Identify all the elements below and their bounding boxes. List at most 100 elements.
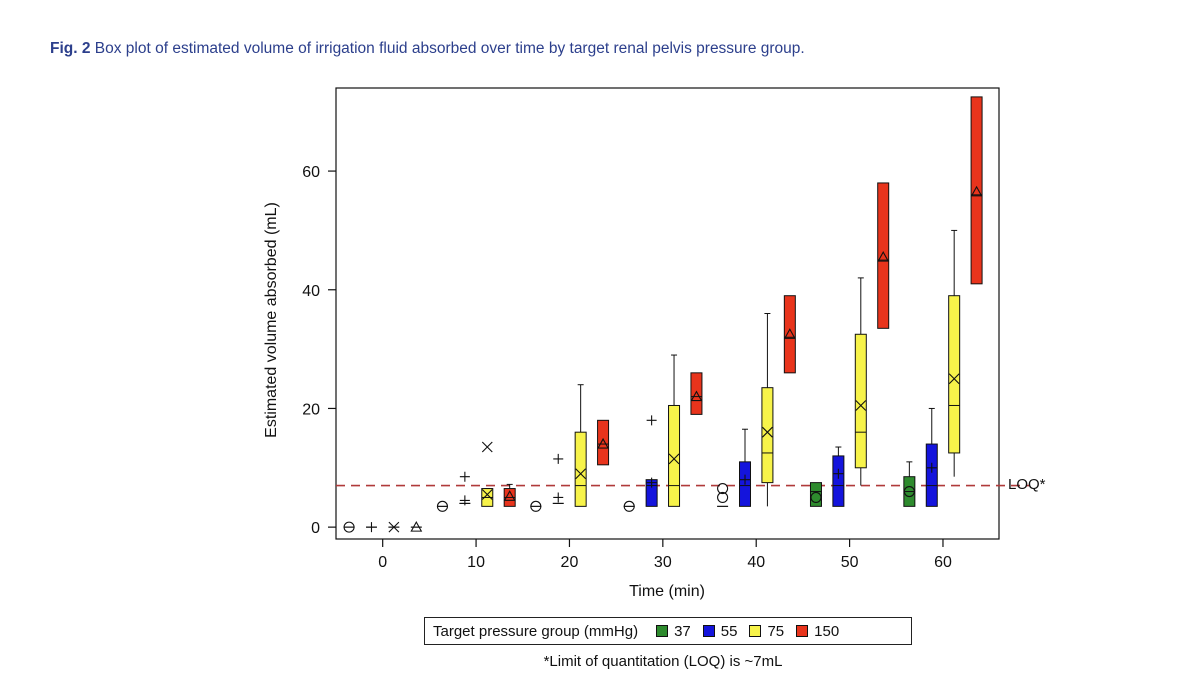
box-150-t40-iqr [783,295,796,374]
box-150-t30 [690,372,703,415]
box-75-t30-mean-marker [668,453,680,465]
x-tick-label-20: 20 [561,554,579,571]
box-plot-chart: 0 20 40 60 0 10 20 30 40 50 60 Time (min) Estimate… [263,87,1046,600]
box-75-t0-mean-marker [388,521,400,533]
legend-label-150: 150 [814,622,840,640]
box-75-t50 [854,277,867,486]
box-150-t60 [970,96,983,285]
box-37-t20 [530,500,542,512]
box-75-t30 [668,354,681,507]
box-75-t60 [948,229,961,477]
box-75-t10-outlier-0 [481,441,493,453]
box-150-t50-mean-marker [877,250,890,262]
box-55-t20-outlier-0 [553,453,564,464]
box-150-t50 [877,182,890,329]
box-75-t40-mean-marker [762,426,773,438]
box-150-t0 [410,520,423,532]
x-tick-label-10: 10 [467,554,485,571]
box-150-t10-mean-marker [503,490,516,501]
box-55-t10 [459,471,471,506]
x-tick-label-0: 0 [378,554,387,571]
box-55-t20-mean-marker [553,492,564,503]
box-75-t40 [761,313,774,507]
box-75-t10 [481,441,494,507]
box-150-t60-mean-marker [970,185,983,197]
box-75-t0 [388,521,400,533]
box-150-t60-iqr [970,96,983,285]
box-37-t40-outlier-0 [717,483,729,495]
box-75-t50-mean-marker [855,400,867,411]
legend-swatch-150 [796,625,809,637]
loq-label: LOQ* [1008,476,1046,493]
x-tick-label-50: 50 [841,554,859,571]
box-37-t0 [343,521,355,533]
box-150-t50-iqr [877,182,890,329]
box-150-t40 [783,295,796,374]
box-37-t20-mean-marker [530,500,542,512]
box-55-t30-mean-marker [646,477,657,488]
box-75-t20-iqr [574,431,587,507]
box-37-t50-mean-marker [810,491,822,504]
x-tick-label-60: 60 [934,554,952,571]
box-75-t40-iqr [761,387,774,484]
box-75-t60-mean-marker [948,373,960,385]
figure-caption: Fig. 2 Box plot of estimated volume of i… [50,40,805,58]
box-75-t20-mean-marker [575,468,587,480]
y-tick-label-40: 40 [302,283,320,300]
box-37-t60 [903,461,916,507]
box-37-t30-mean-marker [623,500,635,512]
legend-title: Target pressure group (mmHg) [433,622,639,640]
figure-caption-text: Box plot of estimated volume of irrigati… [94,40,805,57]
box-55-t0 [365,522,377,533]
y-tick-label-0: 0 [311,520,320,537]
box-150-t10 [503,483,516,507]
legend-entry-150: 150 [796,623,839,640]
x-axis-title: Time (min) [629,583,705,600]
figure-label: Fig. 2 [50,40,91,57]
box-55-t60-mean-marker [926,462,937,473]
legend-swatch-75 [749,625,762,637]
y-axis-title: Estimated volume absorbed (mL) [263,202,280,438]
box-75-t10-mean-marker [481,489,493,500]
box-55-t20 [552,453,564,504]
box-55-t50-iqr [832,455,845,507]
box-37-t40-mean-marker [717,491,729,504]
y-tick-label-60: 60 [302,164,320,181]
box-55-t50 [832,446,845,507]
box-150-t20-iqr [597,419,610,466]
box-75-t50-iqr [854,333,867,469]
box-55-t40-mean-marker [740,474,751,485]
legend-swatch-37 [656,625,669,637]
box-150-t0-mean-marker [410,520,423,532]
x-tick-label-40: 40 [747,554,765,571]
box-75-t20 [574,384,587,507]
legend-label-75: 75 [767,622,785,640]
plot-frame [335,87,1000,540]
box-37-t10-mean-marker [436,500,449,512]
box-37-t60-mean-marker [903,485,915,498]
box-55-t30 [645,415,658,507]
footnote: *Limit of quantitation (LOQ) is ~7mL [543,653,783,670]
x-tick-label-30: 30 [654,554,672,571]
box-55-t40 [739,428,752,507]
box-75-t30-iqr [668,404,681,507]
box-37-t10 [436,500,449,512]
box-37-t50 [809,482,822,507]
legend-entry-37: 37 [656,623,691,640]
box-55-t10-outlier-0 [459,471,470,482]
legend: Target pressure group (mmHg) 37 55 75 15… [424,617,912,645]
legend-label-55: 55 [720,622,738,640]
box-55-t0-mean-marker [366,522,377,533]
box-37-t50-iqr [809,482,822,507]
box-150-t20-mean-marker [597,437,610,449]
box-55-t60-iqr [925,443,938,507]
box-150-t30-iqr [690,372,703,415]
box-75-t60-iqr [948,295,961,454]
box-55-t10-mean-marker [459,495,470,506]
legend-entry-55: 55 [702,622,738,640]
y-tick-label-20: 20 [302,401,320,418]
legend-label-37: 37 [674,622,691,640]
box-150-t40-mean-marker [783,328,796,339]
box-37-t0-mean-marker [343,521,355,533]
box-55-t50-mean-marker [833,468,844,479]
